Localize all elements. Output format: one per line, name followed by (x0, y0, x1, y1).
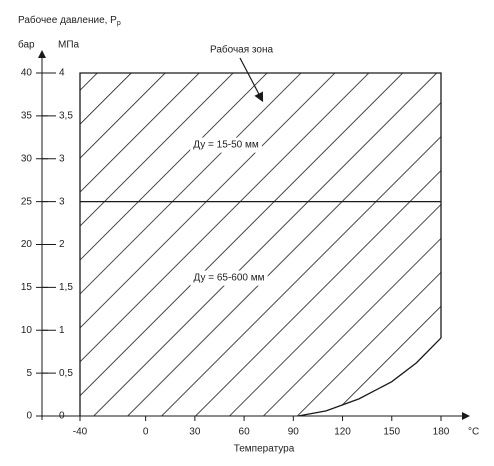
y2-axis-label: МПа (58, 40, 80, 51)
annotation: Рабочая зона (210, 44, 273, 56)
y2-tick-label: 1,5 (59, 282, 73, 293)
x-unit: °C (468, 427, 479, 438)
y-tick-label: 35 (21, 111, 33, 122)
y-tick-label: 0 (26, 411, 32, 422)
y-tick-label: 40 (21, 68, 33, 79)
annotation: Ду = 15-50 мм (193, 140, 259, 151)
y2-tick-label: 3 (59, 153, 65, 164)
x-tick-label: -40 (73, 427, 88, 438)
y2-tick-label: 2 (59, 239, 65, 250)
title-text: Рабочее давление, P (18, 14, 117, 26)
chart-title: Рабочее давление, Pр (18, 14, 121, 27)
x-tick-label: 120 (334, 427, 351, 438)
x-tick-label: 0 (143, 427, 149, 438)
annotation: Ду = 65-600 мм (193, 273, 264, 284)
y-tick-label: 10 (21, 325, 33, 336)
y2-tick-label: 1 (59, 325, 65, 336)
x-tick-label: 60 (239, 427, 251, 438)
x-axis-label: Температура (234, 444, 295, 455)
y2-tick-label: 3 (59, 196, 65, 207)
zone-border (79, 72, 442, 416)
y-tick-label: 15 (21, 282, 33, 293)
annotation-bg (190, 270, 268, 286)
x-tick-label: 180 (433, 427, 450, 438)
working-zone (80, 73, 441, 416)
y2-tick-label: 0 (59, 411, 65, 422)
y-tick-label: 30 (21, 153, 33, 164)
y-axis-label: бар (18, 39, 35, 51)
x-tick-label: 30 (189, 427, 201, 438)
y-tick-label: 20 (21, 239, 33, 250)
boundary-curve (298, 337, 442, 417)
y2-tick-label: 4 (59, 68, 65, 79)
annotation-bg (190, 137, 262, 153)
y-tick-label: 25 (21, 196, 33, 207)
y2-tick-label: 3,5 (59, 111, 73, 122)
y-tick-label: 5 (26, 368, 32, 379)
title-subscript: р (117, 20, 121, 27)
y2-tick-label: 0,5 (59, 368, 73, 379)
x-tick-label: 150 (383, 427, 400, 438)
x-tick-label: 90 (288, 427, 300, 438)
